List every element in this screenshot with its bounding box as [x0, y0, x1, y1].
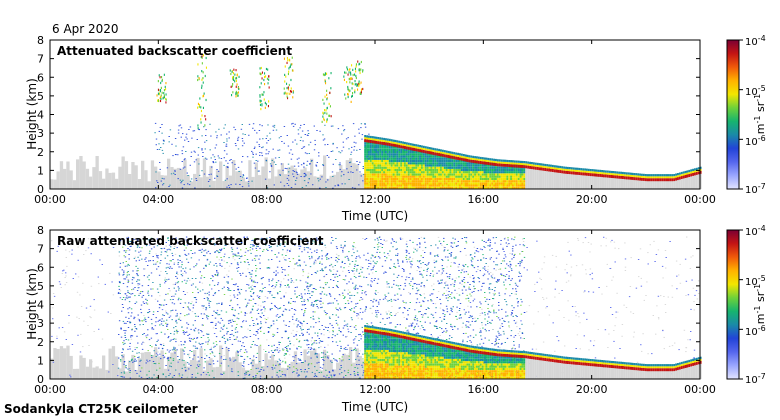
- panel-attenuated-backscatter: Attenuated backscatter coefficient 0 1 2 3 4…: [25, 34, 716, 223]
- colorbar-gradient: [726, 39, 740, 190]
- colorbar-unit-label: m-1 sr-1: [753, 94, 767, 134]
- y-tick-label: 8: [37, 34, 44, 47]
- backscatter-heatmap: [50, 54, 702, 189]
- colorbar-unit-label: m-1 sr-1: [753, 284, 767, 324]
- x-axis-ticks: 00:00 04:00 08:00 12:00 16:00 20:00 00:00: [34, 230, 716, 396]
- y-axis-ticks: 0 1 2 3 4 5 6 7 8: [37, 34, 700, 196]
- y-axis-label: Height (km): [25, 268, 39, 339]
- y-tick-label: 1: [37, 354, 44, 367]
- x-tick-label: 12:00: [359, 383, 391, 396]
- x-tick-label: 00:00: [34, 193, 66, 206]
- x-tick-label: 16:00: [467, 383, 499, 396]
- y-tick-label: 4: [37, 299, 44, 312]
- y-axis-label: Height (km): [25, 78, 39, 149]
- y-tick-label: 5: [37, 280, 44, 293]
- y-axis-ticks: 0 1 2 3 4 5 6 7 8: [37, 224, 700, 386]
- y-tick-label: 7: [37, 243, 44, 256]
- y-tick-label: 0: [37, 183, 44, 196]
- x-tick-label: 08:00: [251, 383, 283, 396]
- x-axis-label: Time (UTC): [341, 400, 408, 414]
- x-axis-label: Time (UTC): [341, 209, 408, 223]
- colorbar-tick-label: 10-5: [745, 274, 766, 288]
- x-tick-label: 04:00: [142, 383, 174, 396]
- y-tick-label: 6: [37, 71, 44, 84]
- y-tick-label: 2: [37, 336, 44, 349]
- x-tick-label: 12:00: [359, 193, 391, 206]
- date-label: 6 Apr 2020: [52, 22, 119, 36]
- panel-title: Raw attenuated backscatter coefficient: [57, 234, 324, 248]
- colorbar-tick-label: 10-4: [745, 34, 766, 48]
- y-tick-label: 3: [37, 127, 44, 140]
- y-tick-label: 6: [37, 261, 44, 274]
- y-tick-label: 8: [37, 224, 44, 237]
- colorbar-tick-label: 10-4: [745, 224, 766, 238]
- x-tick-label: 00:00: [684, 383, 716, 396]
- x-tick-label: 20:00: [576, 383, 608, 396]
- x-tick-label: 16:00: [467, 193, 499, 206]
- y-tick-label: 2: [37, 146, 44, 159]
- colorbar-tick-label: 10-7: [745, 182, 766, 196]
- x-tick-label: 08:00: [251, 193, 283, 206]
- instrument-label: Sodankyla CT25K ceilometer: [4, 402, 198, 416]
- colorbar-bottom: 10-4 10-5 10-6 10-7 m-1 sr-1: [726, 224, 767, 386]
- y-tick-label: 5: [37, 90, 44, 103]
- x-axis-ticks: 00:00 04:00 08:00 12:00 16:00 20:00 00:00: [34, 40, 716, 206]
- x-tick-label: 00:00: [34, 383, 66, 396]
- y-tick-label: 4: [37, 109, 44, 122]
- y-tick-label: 3: [37, 317, 44, 330]
- colorbar-tick-label: 10-5: [745, 84, 766, 98]
- colorbar-top: 10-4 10-5 10-6 10-7 m-1 sr-1: [726, 34, 767, 196]
- y-tick-label: 0: [37, 373, 44, 386]
- panel-title: Attenuated backscatter coefficient: [57, 44, 292, 58]
- panel-raw-attenuated-backscatter: Raw attenuated backscatter coefficient 0…: [25, 224, 716, 414]
- colorbar-tick-label: 10-6: [745, 134, 766, 148]
- colorbar-gradient: [726, 229, 740, 380]
- y-tick-label: 1: [37, 164, 44, 177]
- panel-plot-area: [50, 40, 700, 189]
- x-tick-label: 00:00: [684, 193, 716, 206]
- colorbar-tick-label: 10-7: [745, 372, 766, 386]
- colorbar-tick-label: 10-6: [745, 324, 766, 338]
- y-tick-label: 7: [37, 53, 44, 66]
- x-tick-label: 20:00: [576, 193, 608, 206]
- x-tick-label: 04:00: [142, 193, 174, 206]
